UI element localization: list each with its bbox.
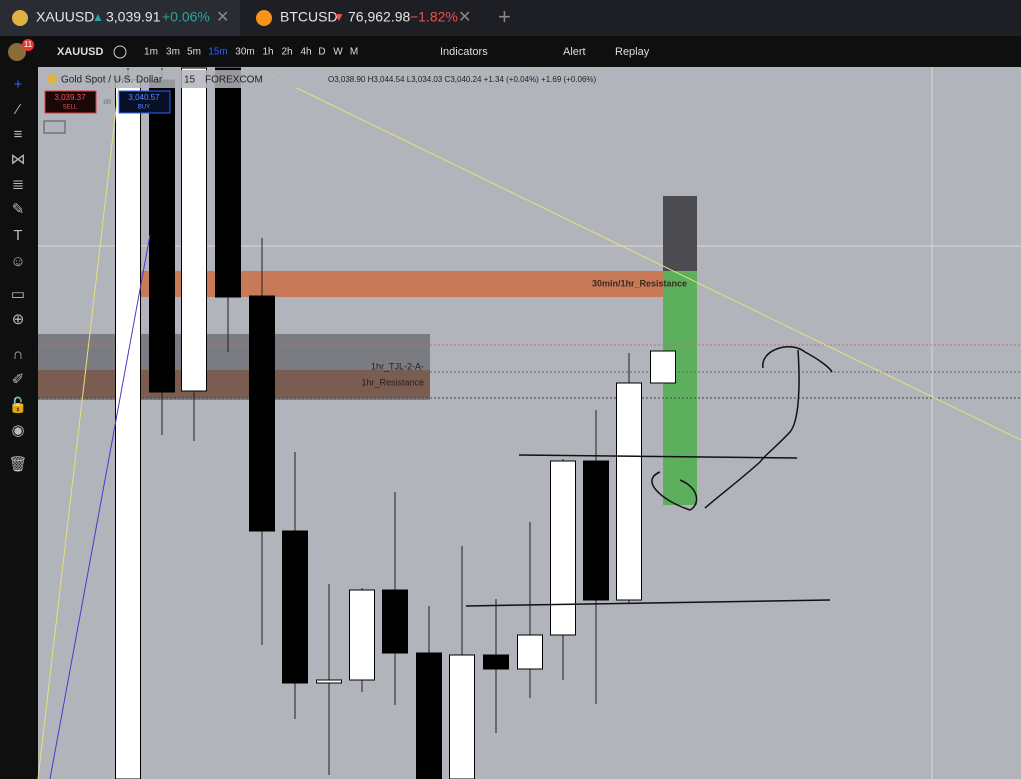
projection — [663, 196, 697, 271]
buy-price: 3,040.57 — [128, 93, 160, 102]
tool[interactable]: 🔓 — [9, 396, 28, 414]
brush — [704, 346, 833, 509]
trendline — [269, 74, 1021, 441]
candle — [149, 79, 175, 393]
candle — [349, 589, 375, 681]
tool[interactable]: ☺ — [10, 253, 25, 270]
spread: 120 — [103, 99, 112, 105]
btc-icon — [256, 10, 272, 26]
indicators[interactable]: Indicators — [440, 46, 488, 58]
left-toolbar — [0, 67, 38, 779]
projection — [663, 271, 697, 505]
symbol-icon — [47, 74, 57, 84]
candle — [282, 530, 308, 684]
tab-price: 3,039.91 — [106, 9, 161, 25]
interval[interactable]: 1m — [144, 47, 158, 58]
interval[interactable]: W — [333, 47, 343, 58]
avatar[interactable] — [8, 43, 26, 61]
interval[interactable]: 2h — [281, 47, 292, 58]
candle — [181, 67, 207, 392]
new-tab[interactable]: + — [498, 4, 511, 29]
legend-name: Gold Spot / U.S. Dollar — [61, 75, 163, 86]
tab-change: −1.82% — [410, 9, 458, 25]
close-tab[interactable]: ✕ — [216, 9, 229, 26]
sell-label: SELL — [63, 105, 78, 111]
tools: + ⁄ ≡ ⋈ ≣ ✎ T ☺ ▭ ⊕ ∩ ✐ 🔓 ◉ 🗑 — [8, 76, 27, 473]
candle — [483, 654, 509, 670]
candle — [316, 679, 342, 684]
interval[interactable]: 3m — [166, 47, 180, 58]
buy-button[interactable] — [118, 90, 171, 114]
tool[interactable]: ✐ — [12, 371, 25, 388]
tool[interactable]: ▭ — [11, 286, 25, 303]
drawing — [465, 346, 833, 607]
tool[interactable]: ⋈ — [11, 151, 26, 168]
candle — [550, 460, 576, 636]
zone-label: 1hr_Resistance — [361, 377, 424, 387]
candle — [249, 295, 275, 532]
symbol-search[interactable]: XAUUSD — [57, 46, 104, 58]
candle — [215, 67, 241, 298]
tool[interactable]: ⁄ — [13, 101, 22, 118]
candle — [583, 460, 609, 601]
tool[interactable]: ≣ — [12, 176, 25, 193]
interval[interactable]: M — [350, 47, 358, 58]
tool[interactable]: 🗑 — [8, 456, 27, 473]
sell-button[interactable] — [44, 90, 97, 114]
collapse[interactable] — [43, 120, 66, 134]
sell-price: 3,039.37 — [54, 93, 86, 102]
zone — [38, 370, 430, 398]
candle — [115, 79, 141, 779]
candle — [449, 654, 475, 779]
buy-label: BUY — [138, 105, 150, 111]
close-tab[interactable]: ✕ — [458, 9, 471, 26]
badge: 11 — [24, 40, 33, 49]
active-tab[interactable] — [0, 0, 240, 36]
zone-label: 1hr_TJL-2-A- — [371, 361, 424, 371]
tab-change: +0.06% — [162, 9, 210, 25]
legend-exchange: FOREXCOM — [205, 75, 263, 86]
gold-icon — [12, 10, 28, 26]
tool[interactable]: ≡ — [14, 126, 23, 143]
tool[interactable]: + — [14, 76, 23, 93]
compare[interactable] — [113, 45, 127, 59]
legend-ohlc: O3,038.90 H3,044.54 L3,034.03 C3,040.24 … — [328, 75, 597, 84]
trendline — [49, 234, 151, 779]
replay[interactable]: Replay — [615, 46, 650, 58]
interval[interactable]: 4h — [300, 47, 311, 58]
candle — [382, 589, 408, 654]
brush — [518, 454, 798, 459]
candle — [517, 634, 543, 670]
trendline — [37, 74, 121, 779]
tab[interactable] — [240, 0, 490, 36]
interval[interactable]: D — [318, 47, 325, 58]
interval[interactable]: 5m — [187, 47, 201, 58]
alert[interactable]: Alert — [563, 46, 586, 58]
tab-price: 76,962.98 — [348, 9, 410, 25]
tool[interactable]: T — [13, 227, 22, 244]
brush — [651, 471, 698, 511]
candle — [616, 382, 642, 601]
legend-bg — [40, 70, 500, 88]
badge-bg — [22, 39, 34, 51]
candle — [416, 652, 442, 779]
tool[interactable]: ⊕ — [12, 311, 25, 328]
tab-symbol: BTCUSD — [280, 9, 338, 25]
brush — [465, 599, 831, 607]
interval[interactable]: 15m — [208, 47, 227, 58]
down-arrow: ▼ — [333, 10, 345, 24]
tool[interactable]: ◉ — [11, 422, 24, 439]
interval[interactable]: 1h — [262, 47, 273, 58]
zone-label: 30min/1hr_Resistance — [592, 278, 687, 288]
tool[interactable]: ∩ — [13, 346, 24, 363]
legend-interval: 15 — [184, 75, 196, 86]
toolbar — [0, 36, 1021, 67]
tool[interactable]: ✎ — [12, 201, 25, 218]
interval[interactable]: 30m — [235, 47, 254, 58]
up-arrow: ▲ — [92, 10, 104, 24]
candle — [650, 350, 676, 384]
tab-symbol: XAUUSD — [36, 9, 94, 25]
